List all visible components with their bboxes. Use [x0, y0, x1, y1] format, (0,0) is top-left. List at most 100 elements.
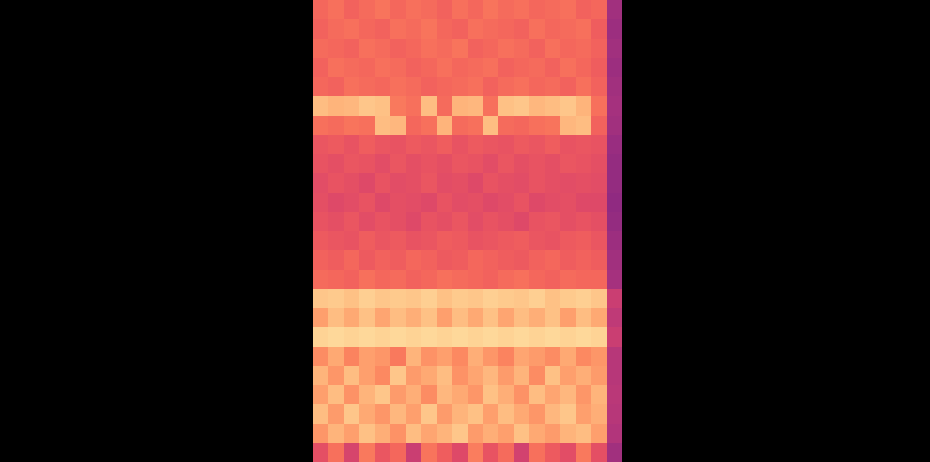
heatmap-cell	[514, 77, 530, 97]
heatmap-cell	[576, 270, 592, 290]
heatmap-cell	[375, 212, 391, 232]
heatmap-cell	[359, 116, 375, 136]
heatmap-cell	[576, 347, 592, 367]
heatmap-cell	[406, 385, 422, 405]
heatmap-cell	[344, 193, 360, 213]
heatmap-cell	[406, 0, 422, 20]
heatmap-cell	[359, 96, 375, 116]
heatmap-cell	[514, 96, 530, 116]
heatmap-cell	[607, 385, 622, 405]
heatmap-cell	[328, 19, 344, 39]
heatmap-cell	[483, 366, 499, 386]
heatmap-cell	[607, 39, 622, 59]
heatmap-cell	[359, 404, 375, 424]
heatmap-cell	[607, 270, 622, 290]
heatmap-cell	[576, 19, 592, 39]
heatmap-cell	[591, 135, 607, 155]
heatmap-cell	[375, 231, 391, 251]
heatmap-cell	[437, 135, 453, 155]
heatmap-cell	[545, 19, 561, 39]
heatmap-cell	[437, 404, 453, 424]
heatmap-cell	[375, 135, 391, 155]
heatmap-cell	[406, 327, 422, 347]
heatmap-cell	[483, 443, 499, 462]
heatmap-cell	[390, 77, 406, 97]
heatmap-cell	[421, 347, 437, 367]
heatmap-cell	[498, 347, 514, 367]
heatmap-cell	[437, 77, 453, 97]
heatmap-cell	[483, 250, 499, 270]
heatmap-cell	[607, 19, 622, 39]
heatmap-cell	[359, 443, 375, 462]
heatmap-cell	[328, 212, 344, 232]
heatmap-cell	[452, 404, 468, 424]
heatmap-cell	[359, 193, 375, 213]
heatmap-cell	[437, 327, 453, 347]
heatmap-cell	[591, 347, 607, 367]
heatmap-cell	[483, 173, 499, 193]
heatmap-cell	[483, 135, 499, 155]
heatmap-cell	[313, 193, 329, 213]
heatmap-cell	[375, 424, 391, 444]
heatmap-cell	[359, 212, 375, 232]
heatmap-cell	[390, 289, 406, 309]
heatmap-cell	[498, 327, 514, 347]
heatmap-cell	[545, 77, 561, 97]
heatmap-cell	[452, 212, 468, 232]
heatmap-cell	[421, 116, 437, 136]
heatmap-cell	[607, 193, 622, 213]
heatmap-cell	[328, 385, 344, 405]
heatmap-cell	[529, 231, 545, 251]
heatmap-cell	[328, 270, 344, 290]
heatmap-cell	[560, 347, 576, 367]
heatmap-cell	[545, 212, 561, 232]
heatmap-cell	[437, 173, 453, 193]
heatmap-cell	[576, 0, 592, 20]
heatmap-cell	[576, 308, 592, 328]
heatmap-cell	[406, 424, 422, 444]
heatmap-cell	[498, 366, 514, 386]
heatmap-cell	[514, 443, 530, 462]
heatmap-cell	[437, 424, 453, 444]
heatmap-cell	[421, 77, 437, 97]
heatmap-cell	[545, 327, 561, 347]
heatmap-cell	[344, 116, 360, 136]
heatmap-cell	[406, 77, 422, 97]
heatmap-cell	[607, 116, 622, 136]
heatmap-cell	[468, 193, 484, 213]
heatmap-cell	[483, 116, 499, 136]
heatmap-cell	[344, 39, 360, 59]
heatmap-cell	[545, 135, 561, 155]
heatmap-cell	[406, 231, 422, 251]
heatmap-cell	[328, 193, 344, 213]
heatmap-cell	[344, 250, 360, 270]
heatmap-cell	[468, 347, 484, 367]
heatmap-cell	[344, 347, 360, 367]
heatmap-cell	[498, 0, 514, 20]
heatmap-cell	[576, 173, 592, 193]
heatmap-cell	[498, 424, 514, 444]
heatmap-cell	[560, 193, 576, 213]
heatmap-cell	[328, 58, 344, 78]
heatmap-cell	[576, 404, 592, 424]
heatmap-cell	[483, 327, 499, 347]
heatmap-cell	[468, 154, 484, 174]
heatmap-cell	[390, 231, 406, 251]
heatmap-cell	[576, 231, 592, 251]
heatmap-cell	[529, 347, 545, 367]
heatmap-cell	[514, 327, 530, 347]
heatmap-cell	[437, 96, 453, 116]
heatmap-cell	[545, 366, 561, 386]
heatmap-cell	[375, 19, 391, 39]
heatmap-cell	[390, 347, 406, 367]
heatmap-cell	[344, 77, 360, 97]
heatmap-cell	[468, 270, 484, 290]
heatmap-cell	[328, 39, 344, 59]
heatmap-cell	[529, 154, 545, 174]
heatmap-cell	[406, 116, 422, 136]
heatmap-cell	[406, 443, 422, 462]
heatmap-cell	[545, 173, 561, 193]
heatmap-cell	[529, 366, 545, 386]
heatmap-cell	[375, 0, 391, 20]
heatmap-cell	[483, 58, 499, 78]
